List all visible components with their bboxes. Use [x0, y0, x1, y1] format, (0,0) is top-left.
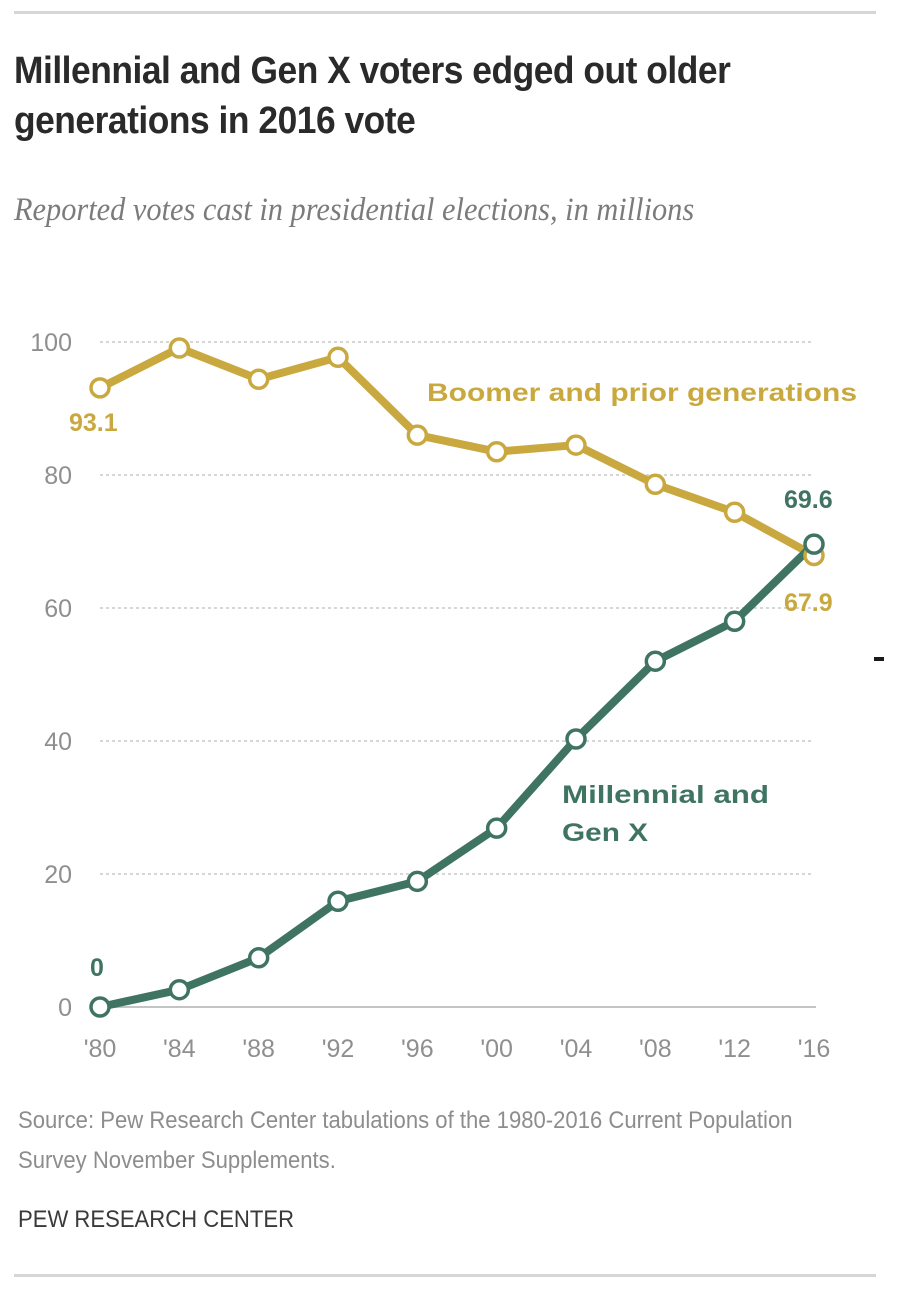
data-point-boomer [247, 368, 270, 390]
x-tick-label: '80 [84, 1035, 117, 1063]
gridlines [100, 341, 816, 1008]
data-point-millennial-genx [565, 728, 587, 750]
series-label-boomer: Boomer and prior generations [427, 379, 857, 407]
y-tick-label: 40 [44, 728, 72, 756]
y-axis-labels: 0 20 40 60 80 100 [30, 329, 72, 1022]
data-point-boomer [644, 473, 667, 496]
data-point-boomer [168, 337, 191, 359]
data-point-millennial-genx [406, 870, 429, 893]
data-label-boomer-1980: 93.1 [69, 409, 118, 437]
x-tick-label: '84 [163, 1035, 196, 1063]
data-label-millennial-2016: 69.6 [784, 486, 833, 514]
x-tick-label: '04 [560, 1035, 593, 1063]
y-tick-label: 80 [44, 462, 72, 490]
y-tick-label: 20 [44, 861, 72, 889]
data-label-millennial-1980: 0 [90, 954, 104, 982]
source-note: Source: Pew Research Center tabulations … [18, 1107, 793, 1174]
data-point-boomer [565, 434, 587, 456]
x-tick-label: '12 [718, 1035, 751, 1063]
series-label-millennial-line1: Millennial and [562, 781, 769, 809]
data-point-boomer [327, 346, 349, 369]
x-tick-label: '96 [401, 1035, 434, 1063]
x-tick-label: '92 [322, 1035, 355, 1063]
data-point-boomer [485, 440, 508, 463]
data-point-boomer [723, 501, 746, 523]
x-axis-labels: '80 '84 '88 '92 '96 '00 '04 '08 '12 '16 [84, 1035, 831, 1063]
chart-title: Millennial and Gen X voters edged out ol… [14, 50, 731, 142]
series-line-boomer [96, 343, 818, 560]
x-tick-label: '16 [798, 1035, 831, 1063]
x-tick-label: '08 [639, 1035, 672, 1063]
brand-label: PEW RESEARCH CENTER [18, 1206, 295, 1233]
data-point-millennial-genx [723, 610, 746, 633]
data-point-millennial-genx [485, 817, 508, 839]
data-point-millennial-genx [89, 996, 111, 1018]
annotations: Boomer and prior generations Millennial … [69, 379, 857, 982]
line-chart: 0 20 40 60 80 100 '80 '84 '88 '92 '96 '00 '04 '08 '12… [30, 329, 857, 1063]
data-point-millennial-genx [644, 650, 667, 672]
data-point-millennial-genx [168, 978, 191, 1001]
series-points [89, 337, 825, 1018]
series-lines [96, 343, 818, 1011]
stray-dash-mark [874, 657, 884, 661]
x-tick-label: '88 [242, 1035, 275, 1063]
data-point-millennial-genx [247, 947, 270, 969]
top-divider [14, 11, 876, 14]
data-point-millennial-genx [327, 890, 349, 913]
data-point-boomer [406, 424, 429, 446]
y-tick-label: 0 [58, 994, 72, 1022]
x-tick-label: '00 [480, 1035, 513, 1063]
data-label-boomer-2016: 67.9 [784, 589, 833, 617]
chart-subtitle: Reported votes cast in presidential elec… [14, 192, 695, 228]
data-point-millennial-genx [803, 533, 825, 555]
data-point-boomer [89, 377, 111, 399]
y-tick-label: 100 [30, 329, 72, 357]
series-line-millennial-genx [96, 540, 818, 1011]
series-label-millennial-line2: Gen X [562, 819, 648, 847]
bottom-divider [14, 1274, 876, 1277]
y-tick-label: 60 [44, 595, 72, 623]
